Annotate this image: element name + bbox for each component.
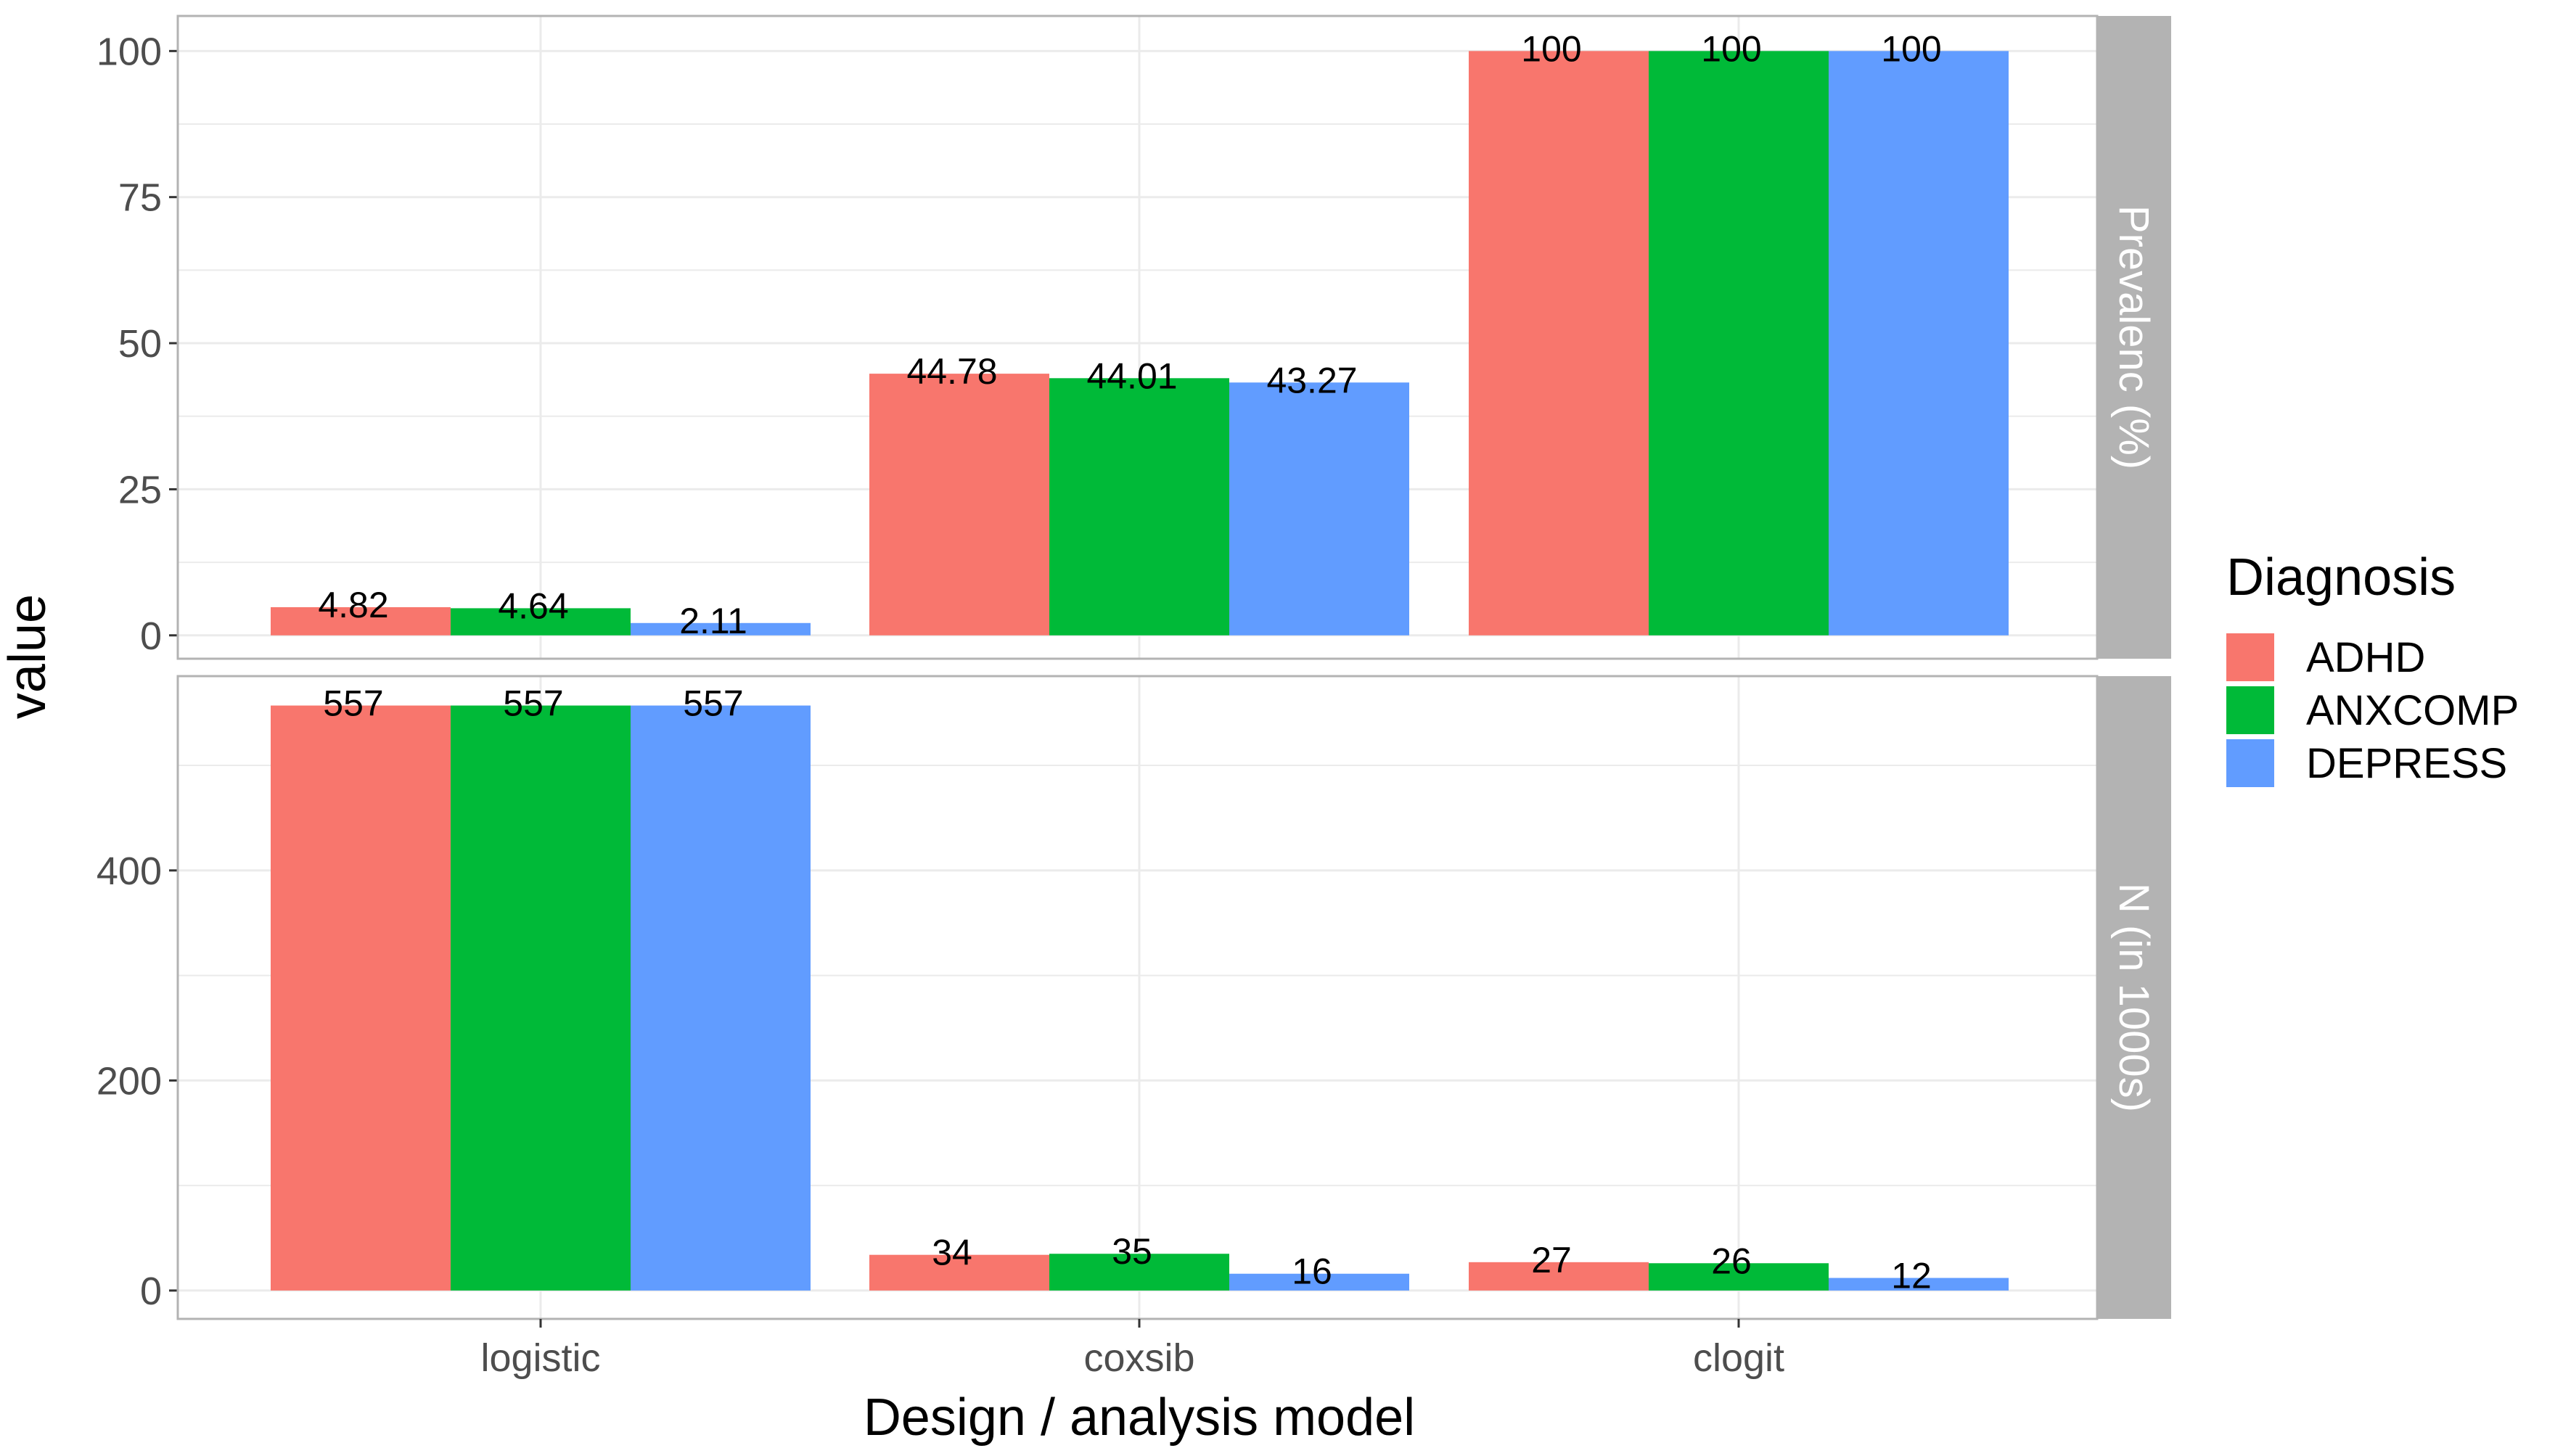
data-label: 100: [1881, 28, 1941, 69]
data-label: 35: [1112, 1231, 1152, 1272]
y-axis-title: value: [0, 594, 57, 719]
y-tick-label: 75: [118, 176, 162, 220]
data-label: 27: [1531, 1240, 1572, 1280]
bar-adhd: [869, 374, 1049, 636]
x-tick-label: clogit: [1693, 1336, 1784, 1380]
data-label: 100: [1701, 28, 1761, 69]
y-tick-label: 50: [118, 322, 162, 366]
data-label: 557: [323, 683, 383, 724]
data-label: 43.27: [1266, 360, 1357, 400]
data-label: 44.78: [906, 351, 997, 392]
data-label: 4.64: [498, 585, 568, 626]
panel-2: 0 200 400 557 34 27 557 35 26 557 16 12 N (in 1000s)…: [97, 675, 2171, 1380]
strip-background: [2097, 16, 2171, 659]
legend: Diagnosis ADHD ANXCOMP DEPRESS: [2226, 548, 2519, 787]
bar-adhd: [271, 606, 451, 636]
bar-anxcomp: [1049, 1254, 1229, 1291]
legend-title: Diagnosis: [2226, 548, 2456, 606]
data-label: 16: [1292, 1251, 1332, 1292]
bar-depress: [1829, 1278, 2009, 1291]
y-tick-label: 200: [97, 1059, 162, 1103]
x-tick-label: logistic: [480, 1336, 600, 1380]
legend-label: ADHD: [2306, 634, 2425, 681]
data-label: 2.11: [679, 601, 747, 641]
legend-key-depress: [2226, 739, 2274, 787]
bar-anxcomp: [1049, 378, 1229, 636]
data-label: 12: [1891, 1256, 1932, 1296]
x-tick-label: coxsib: [1083, 1336, 1194, 1380]
panel-1: 0 25 50 75 100 4.82 44.78 100 4.64 44.01 100 2.11 43…: [97, 15, 2171, 660]
bar-adhd: [1469, 51, 1649, 636]
bar-depress: [1229, 1273, 1409, 1291]
bar-anxcomp: [451, 608, 631, 636]
bar-anxcomp: [451, 705, 631, 1291]
bar-adhd: [271, 705, 451, 1291]
bar-depress: [631, 705, 811, 1291]
data-label: 4.82: [318, 585, 388, 625]
legend-label: ANXCOMP: [2306, 687, 2519, 734]
bar-depress: [1229, 382, 1409, 636]
data-label: 44.01: [1086, 355, 1177, 396]
bar-anxcomp: [1649, 1263, 1829, 1291]
legend-key-anxcomp: [2226, 686, 2274, 734]
x-axis-title: Design / analysis model: [864, 1389, 1415, 1447]
bar-depress: [631, 622, 811, 636]
strip-label: N (in 1000s): [2110, 883, 2157, 1112]
legend-label: DEPRESS: [2306, 740, 2507, 787]
bar-depress: [1829, 51, 2009, 636]
y-tick-label: 25: [118, 468, 162, 511]
y-tick-label: 100: [97, 30, 162, 73]
y-tick-label: 0: [140, 614, 162, 658]
data-label: 557: [503, 683, 563, 724]
data-label: 26: [1711, 1241, 1752, 1281]
strip-label: Prevalenc (%): [2110, 205, 2157, 469]
data-label: 34: [932, 1233, 972, 1273]
data-label: 557: [683, 683, 743, 724]
legend-key-adhd: [2226, 633, 2274, 681]
bar-adhd: [869, 1254, 1049, 1291]
data-label: 100: [1521, 28, 1581, 69]
bar-anxcomp: [1649, 51, 1829, 636]
y-tick-label: 400: [97, 850, 162, 893]
y-tick-label: 0: [140, 1270, 162, 1313]
strip-background: [2097, 676, 2171, 1319]
bar-adhd: [1469, 1262, 1649, 1291]
